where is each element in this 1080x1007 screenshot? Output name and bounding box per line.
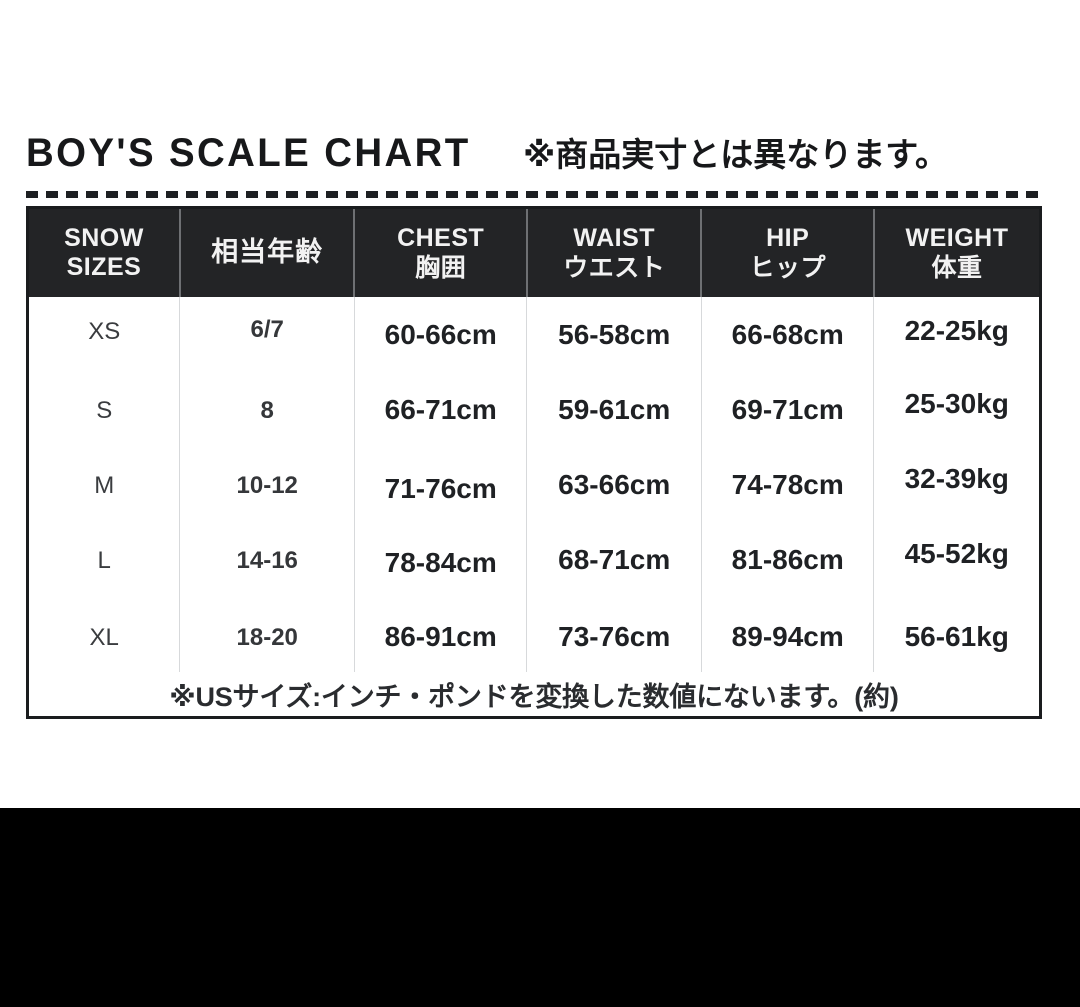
cell-age: 8 <box>179 372 355 447</box>
cell-weight: 25-30kg <box>874 372 1041 447</box>
cell-waist-value: 59-61cm <box>558 393 671 425</box>
cell-chest-value: 78-84cm <box>384 546 497 578</box>
cell-hip-value: 66-68cm <box>731 318 844 350</box>
cell-age: 6/7 <box>179 297 355 372</box>
chart-title-row: BOY'S SCALE CHART ※商品実寸とは異なります。 <box>26 128 1046 176</box>
cell-waist-value: 68-71cm <box>558 543 671 575</box>
table-row: XS 6/7 60-66cm 56-58cm 66-68cm 22-25kg <box>27 297 1041 372</box>
table-header-row: SNOW SIZES 相当年齢 CHEST 胸囲 WAIST ウエスト HIP … <box>27 207 1041 297</box>
header-jp-age: 相当年齢 <box>211 237 324 269</box>
cell-weight: 32-39kg <box>874 447 1041 522</box>
cell-age-value: 6/7 <box>250 316 284 343</box>
cell-chest-value: 86-91cm <box>384 620 497 652</box>
header-en-chest: CHEST <box>397 224 485 252</box>
header-en-line2: SIZES <box>66 253 142 281</box>
cell-age: 10-12 <box>179 447 355 522</box>
table-row: L 14-16 78-84cm 68-71cm 81-86cm 45-52kg <box>27 522 1041 597</box>
title-disclaimer: ※商品実寸とは異なります。 <box>523 135 948 174</box>
cell-age-value: 8 <box>260 397 274 424</box>
cell-size-value: M <box>94 472 115 499</box>
cell-hip: 74-78cm <box>701 447 875 522</box>
cell-size: M <box>27 447 181 522</box>
cell-hip-value: 89-94cm <box>731 620 844 652</box>
cell-weight-value: 22-25kg <box>904 314 1009 346</box>
cell-waist: 59-61cm <box>526 372 702 447</box>
column-header-chest: CHEST 胸囲 <box>354 207 528 297</box>
cell-chest: 60-66cm <box>354 297 528 372</box>
cell-age-value: 18-20 <box>236 624 298 651</box>
table-footnote-row: ※USサイズ:インチ・ポンドを変換した数値にないます。(約) <box>28 672 1041 718</box>
table-row: S 8 66-71cm 59-61cm 69-71cm 25-30kg <box>27 372 1041 447</box>
cell-weight-value: 45-52kg <box>904 537 1009 569</box>
cell-hip: 81-86cm <box>701 522 875 597</box>
table-footnote: ※USサイズ:インチ・ポンドを変換した数値にないます。(約) <box>169 681 899 712</box>
cell-weight: 56-61kg <box>874 599 1041 674</box>
dashed-divider <box>26 191 1044 198</box>
cell-size-value: L <box>97 547 111 574</box>
cell-age-value: 14-16 <box>236 547 298 574</box>
cell-size: S <box>27 372 181 447</box>
cell-size: XL <box>27 599 181 674</box>
cell-chest: 86-91cm <box>354 599 528 674</box>
cell-weight: 45-52kg <box>874 522 1041 597</box>
header-en-waist: WAIST <box>573 224 656 252</box>
table-row: M 10-12 71-76cm 63-66cm 74-78cm 32-39kg <box>27 447 1041 522</box>
cell-waist: 73-76cm <box>526 599 702 674</box>
cell-weight: 22-25kg <box>874 297 1041 372</box>
cell-chest-value: 60-66cm <box>384 318 497 350</box>
cell-age: 14-16 <box>179 522 355 597</box>
column-header-snow-sizes: SNOW SIZES <box>27 207 181 297</box>
cell-hip: 69-71cm <box>701 372 875 447</box>
column-header-age: 相当年齢 <box>179 207 356 297</box>
size-chart-table: SNOW SIZES 相当年齢 CHEST 胸囲 WAIST ウエスト HIP … <box>26 206 1042 719</box>
cell-chest: 71-76cm <box>354 447 528 522</box>
bottom-black-band <box>0 808 1080 1007</box>
cell-size-value: S <box>96 397 113 424</box>
cell-chest: 78-84cm <box>354 522 528 597</box>
cell-chest-value: 71-76cm <box>384 472 497 504</box>
cell-chest-value: 66-71cm <box>384 393 497 425</box>
cell-hip-value: 81-86cm <box>731 543 844 575</box>
cell-waist: 68-71cm <box>526 522 702 597</box>
cell-hip-value: 74-78cm <box>731 468 844 500</box>
cell-size: L <box>27 522 181 597</box>
column-header-hip: HIP ヒップ <box>701 207 875 297</box>
header-jp-chest: 胸囲 <box>415 253 467 282</box>
cell-waist-value: 73-76cm <box>558 620 671 652</box>
column-header-waist: WAIST ウエスト <box>526 207 703 297</box>
header-en-hip: HIP <box>766 224 810 252</box>
cell-size: XS <box>27 297 181 372</box>
header-en-weight: WEIGHT <box>905 224 1009 252</box>
header-jp-waist: ウエスト <box>563 253 666 282</box>
cell-size-value: XL <box>89 624 119 651</box>
cell-age-value: 10-12 <box>236 472 298 499</box>
table-row: XL 18-20 86-91cm 73-76cm 89-94cm 56-61kg <box>27 597 1041 674</box>
cell-chest: 66-71cm <box>354 372 528 447</box>
cell-hip-value: 69-71cm <box>731 393 844 425</box>
cell-age: 18-20 <box>179 599 355 674</box>
cell-waist: 63-66cm <box>526 447 702 522</box>
cell-hip: 89-94cm <box>701 599 875 674</box>
cell-weight-value: 56-61kg <box>904 620 1009 652</box>
header-en-line1: SNOW <box>64 224 144 252</box>
cell-weight-value: 32-39kg <box>904 462 1009 494</box>
cell-size-value: XS <box>88 318 121 345</box>
cell-weight-value: 25-30kg <box>904 387 1009 419</box>
column-header-weight: WEIGHT 体重 <box>873 207 1041 297</box>
page-title: BOY'S SCALE CHART <box>26 131 471 175</box>
chart-sheet: BOY'S SCALE CHART ※商品実寸とは異なります。 SNOW SIZ… <box>26 128 1046 719</box>
cell-waist: 56-58cm <box>526 297 702 372</box>
cell-waist-value: 63-66cm <box>558 468 671 500</box>
header-jp-weight: 体重 <box>931 253 983 282</box>
cell-waist-value: 56-58cm <box>558 318 671 350</box>
header-jp-hip: ヒップ <box>749 253 826 282</box>
cell-hip: 66-68cm <box>701 297 875 372</box>
